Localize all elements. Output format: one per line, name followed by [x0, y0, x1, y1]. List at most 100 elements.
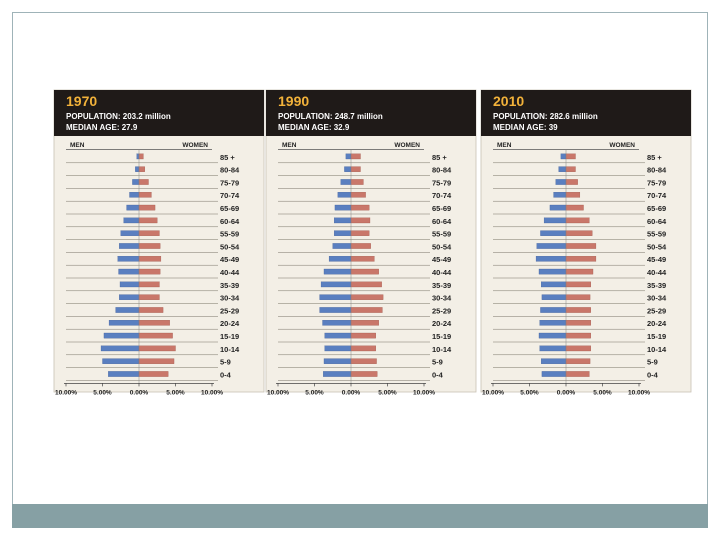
- women-bar: [138, 153, 144, 160]
- women-bar: [565, 345, 591, 352]
- women-bar: [138, 332, 173, 339]
- age-group-label: 75-79: [220, 178, 239, 187]
- men-bar: [119, 294, 140, 300]
- women-bar: [565, 243, 597, 249]
- women-bar: [565, 179, 578, 185]
- age-group-label: 80-84: [647, 166, 667, 175]
- women-bar: [350, 371, 378, 377]
- x-tick-label: 10.00%: [482, 389, 504, 396]
- x-tick-label: 5.00%: [93, 389, 112, 396]
- men-bar: [334, 217, 352, 224]
- age-group-label: 85 +: [432, 153, 447, 162]
- women-bar: [565, 307, 591, 313]
- x-tick-label: 5.00%: [593, 389, 612, 396]
- x-tick-label: 0.00%: [557, 389, 576, 396]
- men-bar: [320, 281, 352, 288]
- men-bar: [118, 268, 140, 275]
- women-bar: [350, 166, 361, 172]
- age-group-label: 85 +: [220, 153, 235, 162]
- year-title: 1970: [66, 93, 97, 109]
- men-bar: [102, 358, 140, 364]
- women-bar: [138, 358, 175, 364]
- men-bar: [123, 217, 140, 224]
- x-tick-label: 5.00%: [378, 389, 397, 396]
- men-bar: [119, 243, 140, 249]
- year-title: 2010: [493, 93, 524, 109]
- men-bar: [555, 179, 567, 185]
- women-bar: [350, 243, 371, 249]
- women-bar: [565, 230, 593, 236]
- x-tick-label: 10.00%: [628, 389, 650, 396]
- age-group-label: 75-79: [432, 178, 451, 187]
- women-bar: [350, 192, 366, 198]
- women-bar: [138, 256, 162, 262]
- age-group-label: 15-19: [220, 332, 239, 341]
- women-bar: [350, 204, 370, 211]
- population-label: POPULATION: 282.6 million: [493, 112, 598, 121]
- men-label: MEN: [497, 142, 512, 149]
- panel-header: [54, 90, 264, 136]
- x-tick-label: 0.00%: [342, 389, 361, 396]
- women-bar: [565, 281, 591, 288]
- men-bar: [319, 307, 352, 313]
- age-group-label: 25-29: [647, 306, 666, 315]
- x-tick-label: 5.00%: [520, 389, 539, 396]
- women-bar: [565, 371, 590, 377]
- women-bar: [138, 192, 152, 198]
- men-bar: [120, 230, 140, 236]
- age-group-label: 30-34: [220, 294, 240, 303]
- age-group-label: 85 +: [647, 153, 662, 162]
- women-bar: [565, 332, 591, 339]
- men-bar: [136, 153, 140, 160]
- panel-background: [265, 89, 477, 393]
- age-group-label: 35-39: [647, 281, 666, 290]
- women-bar: [565, 204, 584, 211]
- pyramid-1990: 1990 POPULATION: 248.7 million MEDIAN AGE:…: [265, 89, 477, 396]
- median-age-label: MEDIAN AGE: 32.9: [278, 123, 350, 132]
- men-bar: [132, 179, 140, 185]
- age-group-label: 0-4: [432, 370, 444, 379]
- men-bar: [103, 332, 140, 339]
- women-bar: [138, 320, 170, 326]
- age-group-label: 50-54: [432, 242, 452, 251]
- age-group-label: 5-9: [432, 358, 443, 367]
- women-label: WOMEN: [182, 142, 208, 149]
- age-group-label: 60-64: [220, 217, 240, 226]
- age-group-label: 50-54: [647, 242, 667, 251]
- x-tick-label: 10.00%: [413, 389, 435, 396]
- women-bar: [350, 230, 370, 236]
- men-bar: [340, 179, 352, 185]
- men-bar: [334, 230, 352, 236]
- women-bar: [350, 320, 379, 326]
- men-bar: [332, 243, 352, 249]
- women-bar: [350, 307, 383, 313]
- men-bar: [344, 166, 352, 172]
- men-bar: [541, 281, 567, 288]
- men-bar: [541, 294, 567, 300]
- age-group-label: 55-59: [432, 230, 451, 239]
- age-group-label: 70-74: [220, 191, 240, 200]
- women-bar: [138, 307, 164, 313]
- men-bar: [538, 332, 567, 339]
- age-group-label: 55-59: [647, 230, 666, 239]
- men-bar: [100, 345, 140, 352]
- women-bar: [138, 268, 161, 275]
- panel-header: [266, 90, 476, 136]
- age-group-label: 20-24: [220, 319, 240, 328]
- x-tick-label: 10.00%: [55, 389, 77, 396]
- age-group-label: 20-24: [647, 319, 667, 328]
- age-group-label: 10-14: [220, 345, 240, 354]
- age-group-label: 60-64: [647, 217, 667, 226]
- age-group-label: 0-4: [647, 370, 659, 379]
- men-bar: [126, 204, 140, 211]
- men-bar: [108, 371, 140, 377]
- men-bar: [535, 256, 567, 262]
- women-bar: [350, 345, 376, 352]
- men-bar: [540, 230, 567, 236]
- men-bar: [549, 204, 567, 211]
- footer-bar: [12, 504, 708, 528]
- men-label: MEN: [70, 142, 85, 149]
- women-bar: [350, 294, 384, 300]
- women-bar: [350, 281, 382, 288]
